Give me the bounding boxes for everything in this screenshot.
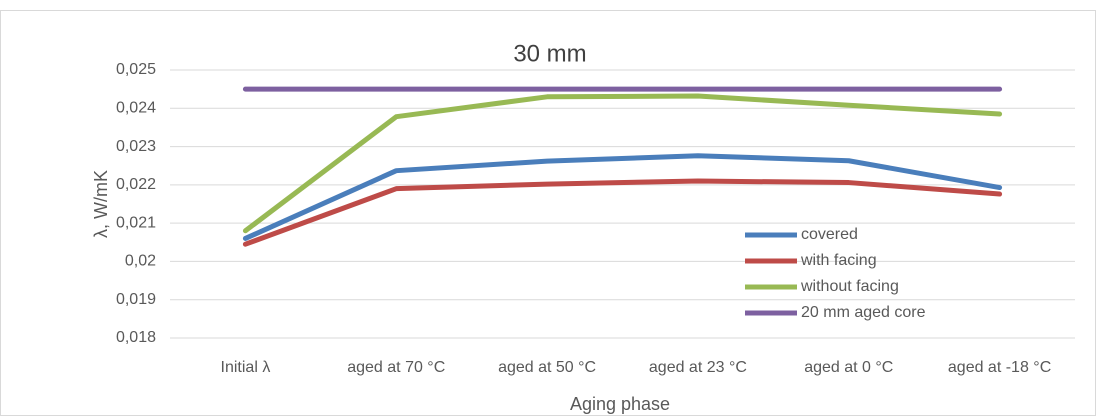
x-tick-label: aged at 50 °C [498,359,596,376]
series-line [242,93,1003,234]
x-tick-label: aged at 23 °C [649,359,747,376]
series-line [242,178,1003,247]
x-tick-label: Initial λ [221,359,271,376]
y-tick-label: 0,02 [125,253,156,270]
x-tick-label: aged at 0 °C [804,359,893,376]
y-tick-label: 0,024 [116,100,156,117]
y-tick-label: 0,021 [116,214,156,231]
y-tick-label: 0,025 [116,61,156,78]
chart-border [0,10,1096,416]
y-tick-label: 0,022 [116,176,156,193]
x-tick-label: aged at -18 °C [948,359,1051,376]
legend-label: 20 mm aged core [801,304,926,321]
x-tick-label: aged at 70 °C [347,359,445,376]
y-tick-label: 0,018 [116,329,156,346]
legend-label: with facing [800,252,877,269]
series-line [242,153,1003,241]
x-axis-label: Aging phase [570,394,670,414]
y-axis-label: λ, W/mK [91,170,111,238]
y-tick-label: 0,019 [116,291,156,308]
chart-title: 30 mm [513,40,586,67]
legend-label: without facing [800,278,899,295]
legend-label: covered [801,226,858,243]
y-tick-label: 0,023 [116,138,156,155]
